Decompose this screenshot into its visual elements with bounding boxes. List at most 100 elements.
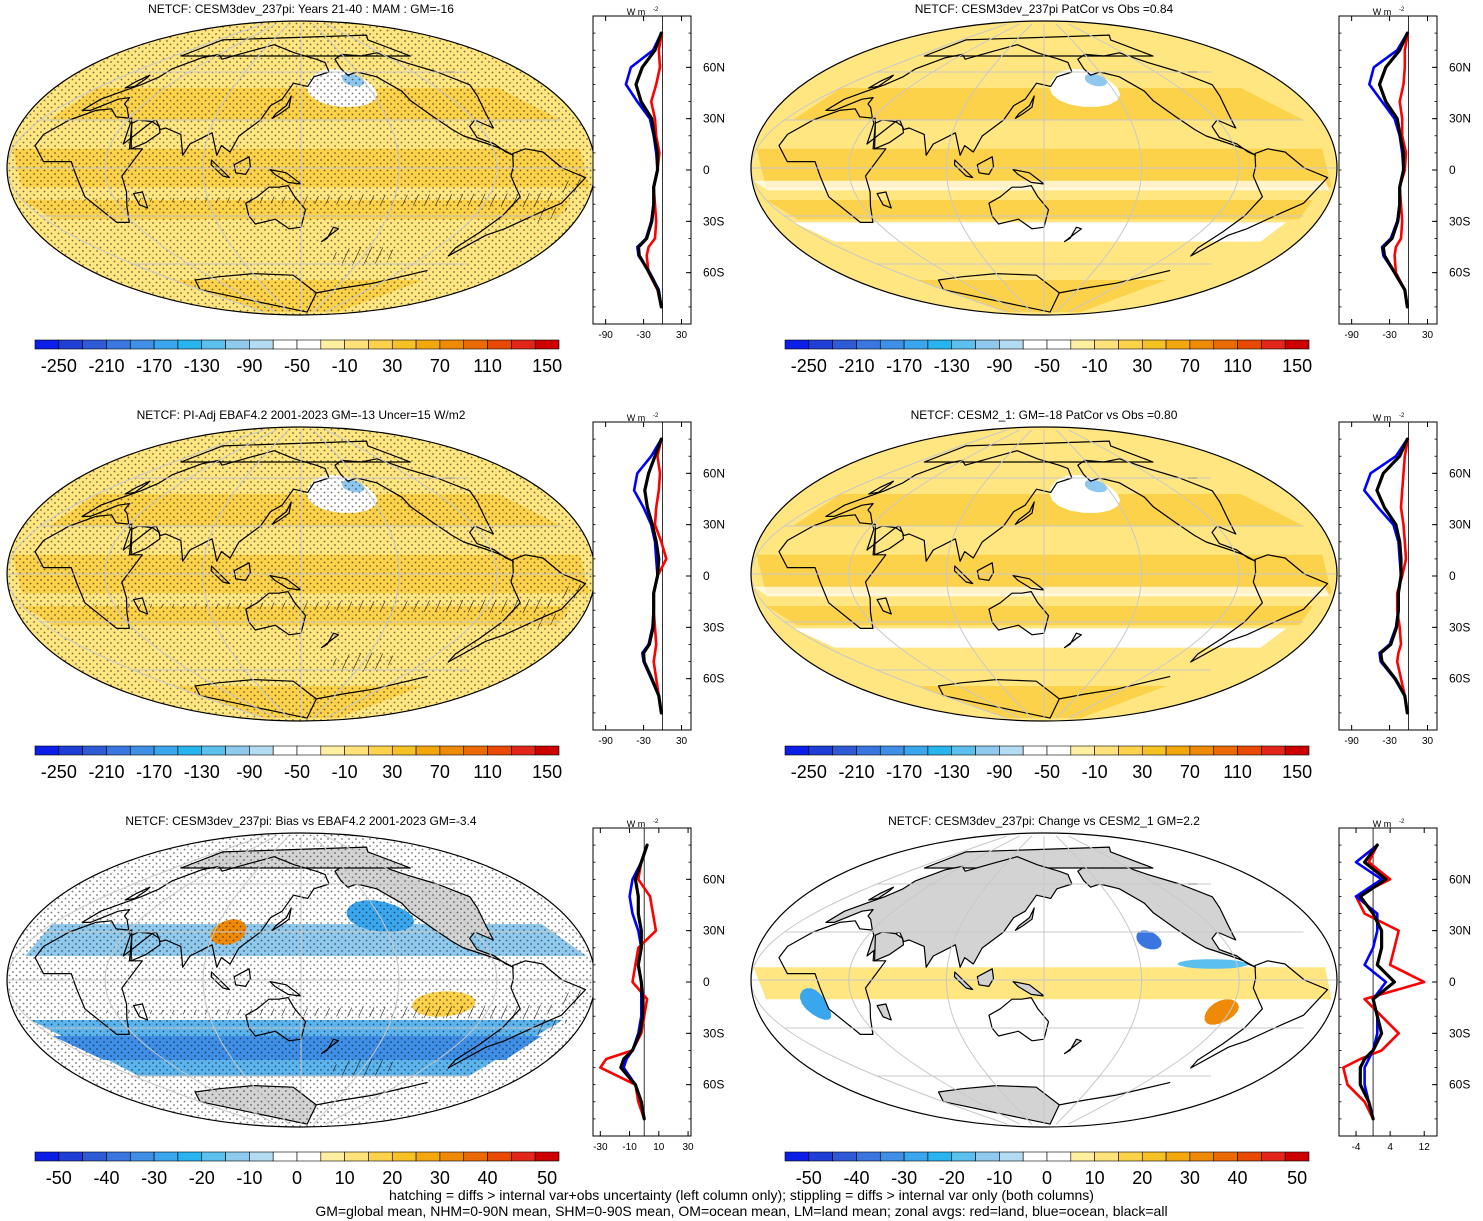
colorbar-swatch	[808, 1151, 833, 1162]
colorbar-tick-label: 10	[335, 1168, 355, 1188]
panel-title: NETCF: CESM3dev_237pi PatCor vs Obs =0.8…	[914, 2, 1174, 16]
colorbar-tick-label: 150	[1282, 356, 1312, 376]
colorbar-swatch	[1189, 745, 1215, 756]
colorbar-tick-label: 110	[473, 356, 502, 376]
colorbar-tick-label: 150	[532, 356, 562, 376]
field-region	[1084, 479, 1107, 493]
colorbar-tick-label: -250	[791, 762, 827, 782]
colorbar-tick-label: -210	[88, 762, 124, 782]
colorbar: -50 -40 -30 -20 -10 0 10 20 30 40 50	[34, 1151, 560, 1188]
colorbar-swatch	[439, 339, 465, 350]
colorbar-swatch	[1284, 745, 1310, 756]
zonal-lat-label: 0	[703, 975, 710, 989]
colorbar-swatch	[344, 1151, 369, 1162]
colorbar-tick-label: 20	[382, 1168, 402, 1188]
colorbar-tick-label: -40	[843, 1168, 869, 1188]
zonal-lat-label: 30N	[1449, 518, 1471, 532]
hatch-overlay	[22, 177, 587, 223]
colorbar-swatch	[391, 1151, 417, 1162]
graticule	[751, 429, 1337, 719]
coastline-madagascar	[876, 1003, 892, 1021]
zonal-x-tick-label: -4	[1352, 1142, 1361, 1153]
colorbar-swatch	[153, 339, 179, 350]
panel-title: NETCF: CESM2_1: GM=-18 PatCor vs Obs =0.…	[910, 408, 1178, 422]
colorbar: -250 -210 -170 -130 -90 -50 -10 30 70 110 150	[34, 745, 562, 782]
colorbar-swatch	[201, 1151, 226, 1162]
zonal-units-exponent: -2	[1399, 819, 1405, 825]
colorbar-swatch	[879, 339, 905, 350]
colorbar-swatch	[879, 1151, 905, 1162]
zonal-lat-label: 30N	[1449, 924, 1471, 938]
zonal-mean-plot: W m -2 60N 30N 0 30S 60S -90 -30 30	[1338, 413, 1471, 747]
colorbar-swatch	[225, 339, 250, 350]
colorbar-swatch	[903, 745, 929, 756]
colorbar-swatch	[951, 745, 976, 756]
colorbar-swatch	[511, 1151, 536, 1162]
panel-title: NETCF: PI-Adj EBAF4.2 2001-2023 GM=-13 U…	[136, 408, 466, 422]
colorbar-swatch	[832, 339, 857, 350]
zonal-lat-label: 0	[1449, 569, 1456, 583]
colorbar-swatch	[34, 339, 60, 350]
footer-note-hatching: hatching = diffs > internal var+obs unce…	[389, 1187, 1094, 1203]
colorbar-swatch	[999, 745, 1024, 756]
colorbar-tick-label: 10	[1085, 1168, 1105, 1188]
colorbar-swatch	[1189, 1151, 1215, 1162]
coastline-sumatra	[953, 971, 974, 991]
graticule	[7, 835, 595, 1125]
colorbar-swatch	[1141, 1151, 1167, 1162]
colorbar-swatch	[1213, 745, 1238, 756]
zonal-lat-label: 60S	[1449, 266, 1470, 280]
coastline-southAmerica	[1190, 148, 1329, 257]
graticule	[751, 23, 1337, 313]
colorbar-swatch	[1046, 1151, 1072, 1162]
zonal-lat-label: 0	[1449, 163, 1456, 177]
zonal-lat-label: 60N	[1449, 466, 1471, 480]
colorbar-swatch	[487, 745, 512, 756]
zonal-x-tick-label: -90	[1344, 736, 1359, 747]
field-band	[793, 628, 1287, 648]
colorbar-tick-label: 30	[1132, 356, 1152, 376]
graticule	[751, 835, 1337, 1125]
zonal-series-ocean	[1354, 843, 1388, 1121]
coastline-antarctica	[937, 269, 1171, 313]
colorbar-swatch	[1118, 745, 1143, 756]
field-band	[766, 200, 1313, 220]
zonal-units: W m	[1373, 7, 1392, 17]
zonal-x-tick-label: -30	[636, 736, 651, 747]
zonal-mean-plot: W m -2 60N 30N 0 30S 60S -90 -30 30	[592, 413, 725, 747]
zonal-x-tick-label: -30	[636, 330, 651, 341]
zonal-lat-label: 60N	[703, 466, 725, 480]
colorbar-tick-label: 150	[532, 762, 562, 782]
colorbar-swatch	[129, 745, 155, 756]
colorbar-swatch	[320, 1151, 345, 1162]
colorbar-swatch	[320, 745, 345, 756]
graticule	[7, 23, 595, 313]
colorbar-tick-label: -30	[141, 1168, 167, 1188]
colorbar-tick-label: -20	[939, 1168, 965, 1188]
zonal-x-tick-label: -90	[598, 736, 613, 747]
coastline-japan	[1014, 501, 1035, 525]
colorbar-swatch	[1022, 339, 1048, 350]
hatch-overlay	[332, 1058, 396, 1078]
coastline-southAmerica	[1190, 960, 1329, 1069]
colorbar-swatch	[903, 339, 929, 350]
coastline-newZealand	[1063, 1038, 1082, 1055]
colorbar-swatch	[249, 1151, 274, 1162]
zonal-lat-label: 60S	[703, 266, 724, 280]
colorbar-swatch	[58, 339, 83, 350]
colorbar-tick-label: -90	[236, 356, 262, 376]
field-band	[917, 280, 1167, 313]
colorbar-swatch	[1165, 1151, 1191, 1162]
colorbar-swatch	[344, 745, 369, 756]
colorbar-tick-label: -50	[1034, 356, 1060, 376]
zonal-units-exponent: -2	[653, 413, 659, 419]
map-border	[750, 426, 1338, 722]
field-band	[753, 180, 1330, 191]
colorbar: -250 -210 -170 -130 -90 -50 -10 30 70 110 150	[784, 339, 1312, 376]
coastline-newGuinea	[1012, 981, 1045, 997]
zonal-units: W m	[627, 819, 646, 829]
zonal-frame	[592, 421, 692, 731]
colorbar-tick-label: -20	[189, 1168, 215, 1188]
colorbar-swatch	[534, 745, 560, 756]
colorbar-swatch	[1118, 339, 1143, 350]
